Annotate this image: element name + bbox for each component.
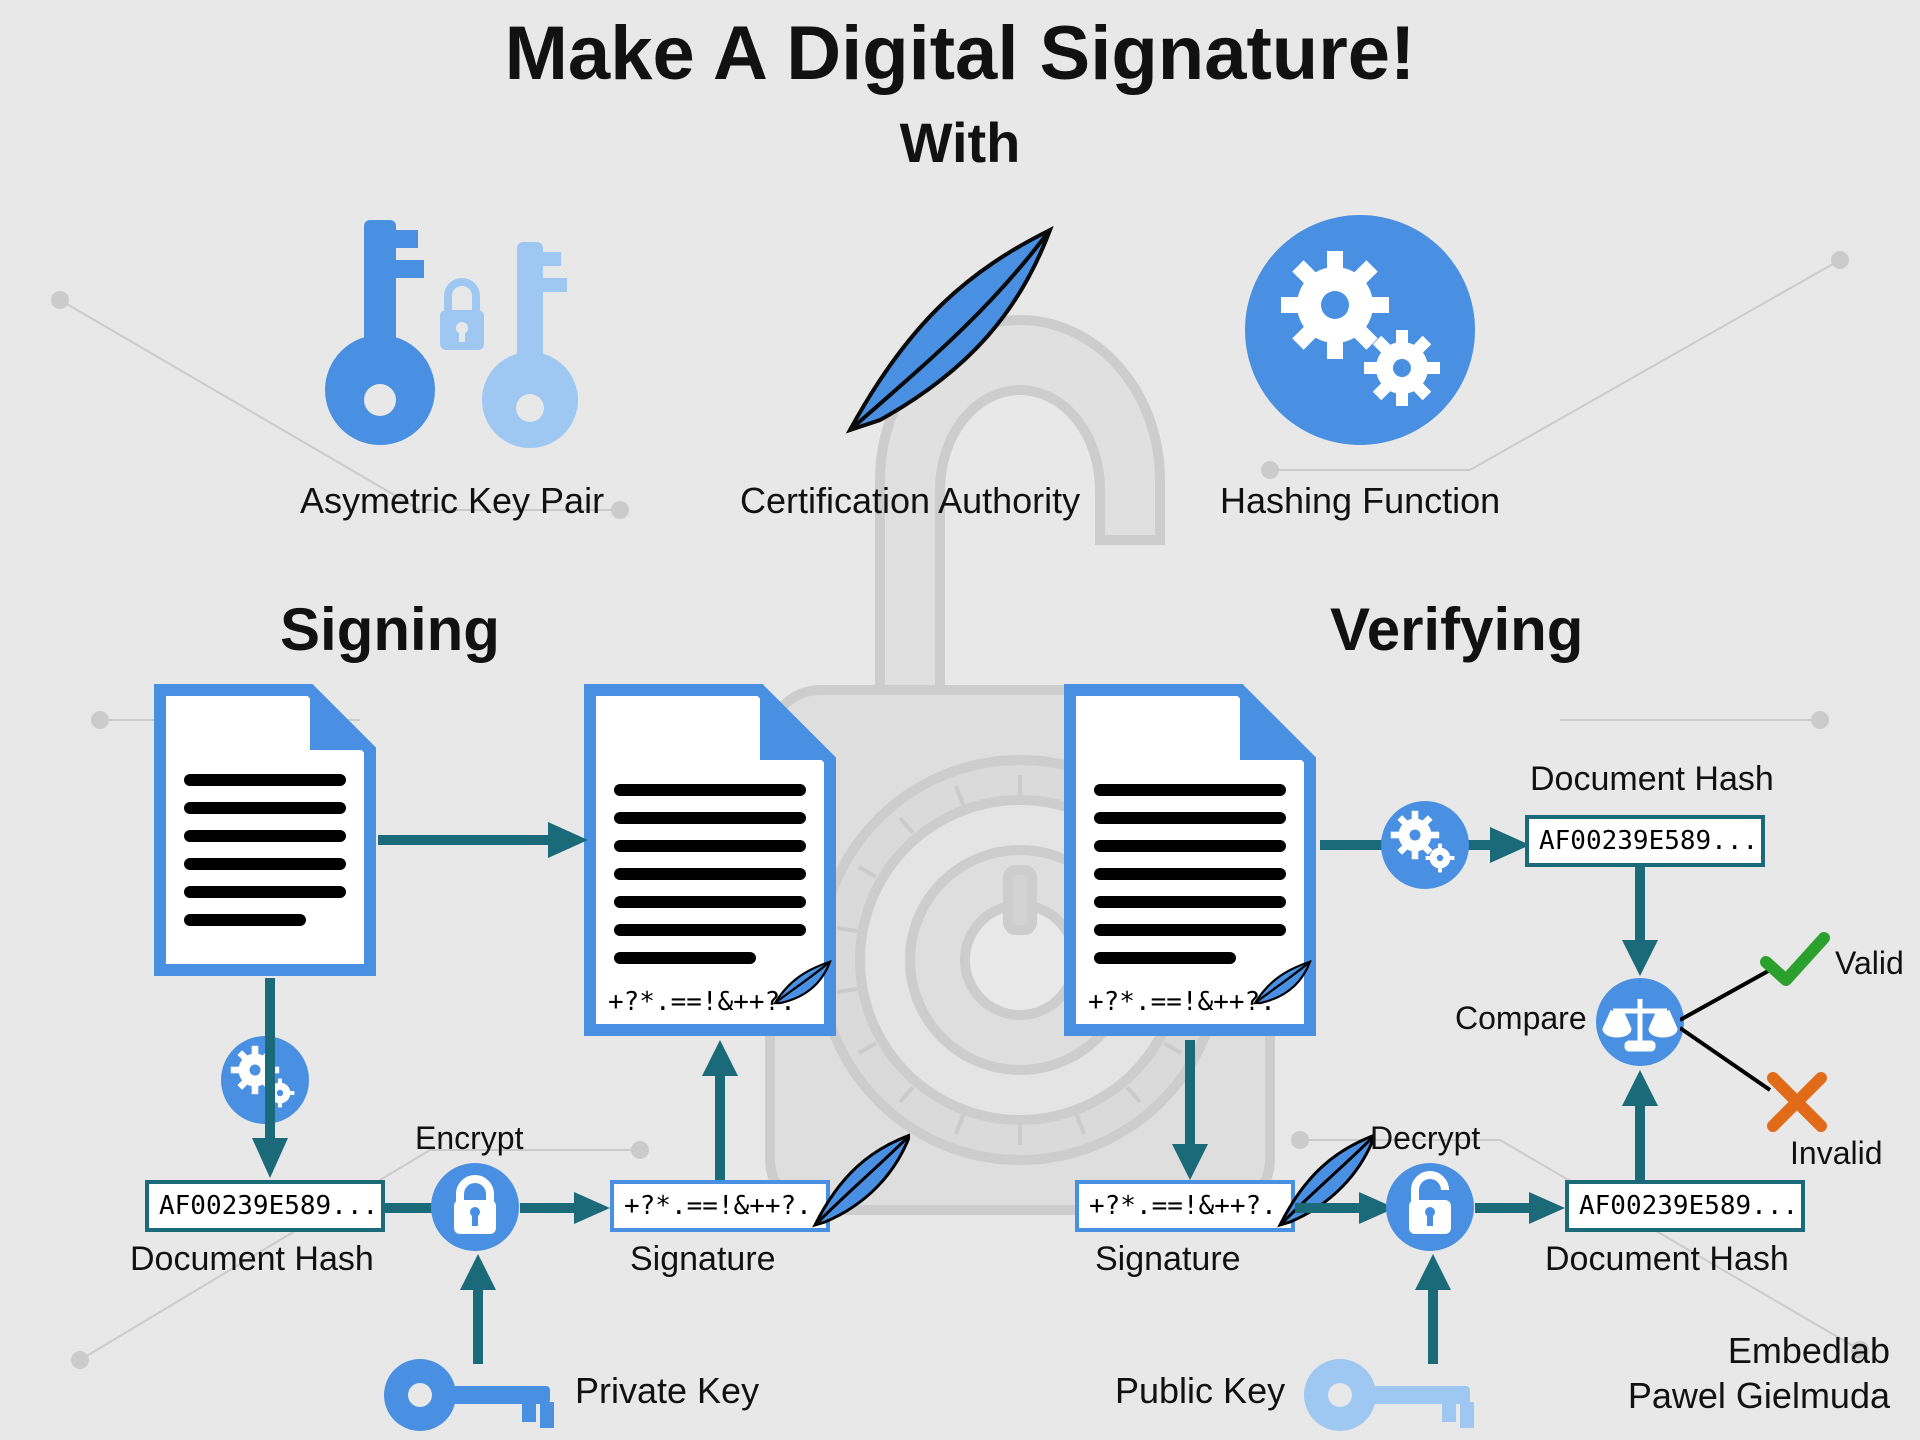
label-asym-key: Asymetric Key Pair <box>300 480 604 522</box>
label-invalid: Invalid <box>1790 1135 1883 1172</box>
feather-icon-large <box>820 200 1080 460</box>
doc-sig-text-verifying: +?*.==!&++?. <box>1088 987 1276 1017</box>
label-encrypt: Encrypt <box>415 1120 523 1157</box>
arrow-doc-to-hash-signing <box>240 978 300 1178</box>
subtitle-with: With <box>0 110 1920 175</box>
doc-signed-verifying: +?*.==!&++?. <box>1060 680 1320 1040</box>
feather-icon-sig-signing <box>810 1130 910 1230</box>
credit-block: Embedlab Pawel Gielmuda <box>1628 1328 1890 1418</box>
keys-icon <box>300 200 620 460</box>
infographic-canvas: Make A Digital Signature! With Asymetric <box>0 0 1920 1440</box>
x-icon <box>1765 1070 1829 1134</box>
label-compare: Compare <box>1455 1000 1587 1037</box>
section-signing-title: Signing <box>280 595 500 664</box>
arrow-public-key-up <box>1403 1254 1463 1364</box>
arrow-encrypt-to-sig <box>520 1180 610 1240</box>
label-hashing-fn: Hashing Function <box>1220 480 1500 522</box>
gears-icon-large <box>1240 210 1480 450</box>
label-doc-hash-signing: Document Hash <box>130 1240 374 1279</box>
section-verifying-title: Verifying <box>1330 595 1583 664</box>
gears-icon-verifying <box>1380 800 1470 890</box>
arrow-sig-to-decrypt <box>1295 1180 1395 1240</box>
label-signature-verifying: Signature <box>1095 1240 1241 1279</box>
arrow-hash-to-compare <box>1610 866 1670 976</box>
hash-box-verifying-bottom: AF00239E589... <box>1565 1180 1805 1232</box>
sig-box-verifying: +?*.==!&++?. <box>1075 1180 1295 1232</box>
lock-open-icon <box>1385 1162 1475 1252</box>
label-public-key: Public Key <box>1115 1370 1285 1412</box>
label-private-key: Private Key <box>575 1370 759 1412</box>
doc-sig-text-signing: +?*.==!&++?. <box>608 987 796 1017</box>
doc-signed-signing: +?*.==!&++?. <box>580 680 840 1040</box>
arrow-sig-to-doc <box>690 1040 750 1180</box>
hash-box-verifying-top: AF00239E589... <box>1525 815 1765 867</box>
arrow-hash-bottom-to-compare <box>1610 1070 1670 1180</box>
arrow-doc-to-sig-verifying <box>1160 1040 1220 1180</box>
arrow-private-key-up <box>448 1254 508 1364</box>
main-title: Make A Digital Signature! <box>0 10 1920 97</box>
label-cert-authority: Certification Authority <box>740 480 1080 522</box>
arrow-decrypt-to-hash <box>1475 1180 1565 1240</box>
lock-closed-icon <box>430 1162 520 1252</box>
credit-line2: Pawel Gielmuda <box>1628 1373 1890 1418</box>
doc-plain-signing <box>150 680 380 980</box>
compare-scale-icon <box>1595 977 1685 1067</box>
check-icon <box>1760 930 1830 990</box>
public-key-icon <box>1300 1350 1480 1440</box>
label-signature-signing: Signature <box>630 1240 776 1279</box>
hash-box-signing: AF00239E589... <box>145 1180 385 1232</box>
label-decrypt: Decrypt <box>1370 1120 1480 1157</box>
sig-box-signing: +?*.==!&++?. <box>610 1180 830 1232</box>
private-key-icon <box>380 1350 560 1440</box>
label-valid: Valid <box>1835 945 1904 982</box>
arrow-doc-to-doc-signing <box>378 810 588 870</box>
label-doc-hash-verifying-top: Document Hash <box>1530 760 1774 799</box>
label-doc-hash-verifying-bottom: Document Hash <box>1545 1240 1789 1279</box>
credit-line1: Embedlab <box>1628 1328 1890 1373</box>
